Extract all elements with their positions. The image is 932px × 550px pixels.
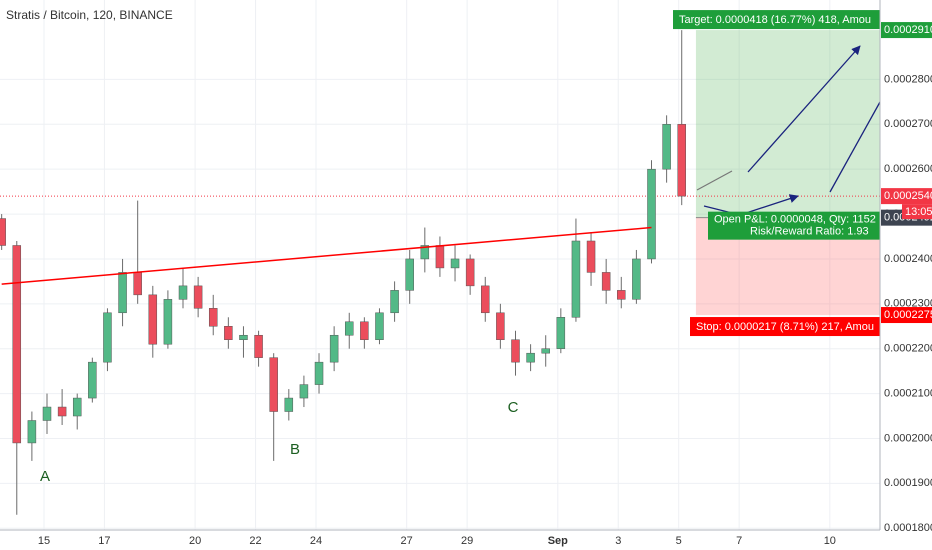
line-tool [696,170,733,191]
stop-label-box [690,317,880,337]
candle-body [662,124,671,170]
y-tick-label: 0.0001800 [884,522,932,534]
y-tick-label: 0.0002600 [884,163,932,175]
stop-label: Stop: 0.0000217 (8.71%) 217, Amou [696,321,874,333]
y-tick-label: 0.0002400 [884,253,932,265]
x-tick-label: 5 [676,535,682,547]
candle-body [12,245,22,444]
annotation: A [40,468,50,485]
price-tag [881,188,932,205]
y-tick-label: 0.0002100 [884,387,932,399]
y-tick-label: 0.0002300 [884,298,932,310]
x-tick-label: 22 [249,535,261,547]
candle-body [42,406,52,421]
candle-body [526,352,535,363]
candle-body [677,124,686,197]
candle-body [224,326,233,340]
candle-body [254,334,263,358]
annotation: C [508,399,519,416]
x-tick-label: 10 [824,535,836,547]
x-tick-label: 24 [310,535,322,547]
countdown: 13:05 [905,206,932,218]
candle-body [72,397,82,417]
x-tick-label: 3 [615,535,621,547]
price-tag-label: 0.0002910 [884,24,932,36]
candle-body [556,317,566,349]
candle-body [390,290,399,314]
candle-body [118,272,127,314]
y-tick-label: 0.0002700 [884,118,932,130]
candle-body [299,384,309,399]
candle-body [239,334,248,340]
candle-body [647,168,656,260]
candle-body [314,361,324,385]
candle-body [541,348,550,354]
x-tick-label: Sep [548,535,568,547]
y-tick-label: 0.0002800 [884,73,932,85]
arrow [747,45,861,173]
candle-body [178,285,188,300]
x-tick-label: 15 [38,535,50,547]
target-label: Target: 0.0000418 (16.77%) 418, Amou [679,14,871,26]
candle-body [163,299,173,345]
target-label-box [673,10,880,30]
candle-body [27,420,37,444]
x-tick-label: 20 [189,535,201,547]
position-labels: Target: 0.0000418 (16.77%) 418, Amou Open… [673,10,880,337]
candle-body [375,312,384,340]
candle-body [269,357,278,412]
candle-body [133,272,142,296]
x-tick-label: 29 [461,535,473,547]
countdown-tag [902,204,932,220]
price-tag [881,307,932,324]
price-tag [881,22,932,39]
candle-body [632,258,641,300]
candle-body [465,258,475,287]
candle-body [450,258,460,269]
candle-body [481,285,490,314]
trendline [1,226,652,285]
y-tick-label: 0.0001900 [884,477,932,489]
candle-body [148,294,158,345]
profit-zone [695,30,880,218]
chart-title: Stratis / Bitcoin, 120, BINANCE [6,8,173,22]
candle-body [103,312,112,363]
position-zones [695,30,880,316]
candle-body [586,240,596,273]
candle-body [88,361,97,399]
candle-body [601,272,611,291]
price-tag-label: 0.0002275 [884,309,932,321]
axes: 0.0001800 0.0001900 0.0002000 0.0002100 0.00… [38,22,932,547]
annotation: B [290,441,300,458]
price-tag-label: 0.0002540 [884,190,932,202]
x-tick-label: 27 [401,535,413,547]
candle-body [571,240,581,318]
pnl-label: Open P&L: 0.0000048, Qty: 1152 [714,214,876,226]
candle-body [284,397,294,412]
y-tick-label: 0.0002200 [884,343,932,355]
x-tick-label: 7 [736,535,742,547]
candle-body [0,218,6,246]
x-tick-label: 17 [98,535,110,547]
y-tick-label: 0.0002000 [884,432,932,444]
candle-body [329,334,339,363]
candle-body [405,258,414,291]
candle-body [435,245,445,269]
candle-body [496,312,505,340]
plot [0,30,880,515]
candle-body [344,321,354,336]
candle-body [617,290,626,300]
pnl-label-box [708,211,880,240]
candle-body [208,308,218,327]
candle-body [57,406,67,417]
candle-body [511,339,520,363]
candle-body [360,321,369,340]
candle-body [420,245,430,260]
ratio-label: Risk/Reward Ratio: 1.93 [750,226,869,238]
candle-body [193,285,203,309]
arrow [829,101,881,193]
